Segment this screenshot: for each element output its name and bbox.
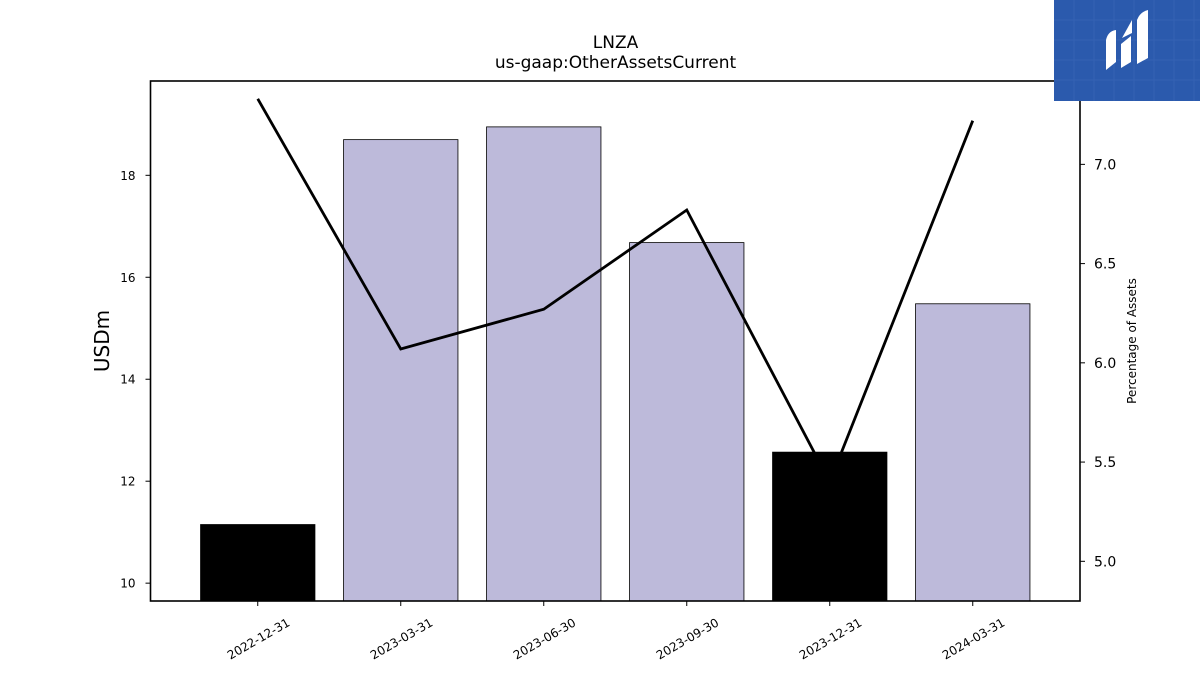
line-percentage-of-assets <box>256 98 975 486</box>
y2-tick-label: 5.0 <box>1094 554 1116 570</box>
y2-tick-label: 6.0 <box>1094 356 1116 372</box>
x-tick-label: 2023-06-30 <box>511 615 578 662</box>
x-tick-label: 2023-03-31 <box>368 615 435 662</box>
y-tick-label: 16 <box>120 271 135 285</box>
x-tick-label: 2023-09-30 <box>654 615 721 662</box>
chart-title: LNZA <box>593 33 639 53</box>
y2-tick-label: 7.0 <box>1094 157 1116 173</box>
logo <box>1054 0 1200 101</box>
bar-2024-03-31 <box>915 303 1031 602</box>
x-tick-label: 2023-12-31 <box>797 615 864 662</box>
bar-2023-09-30 <box>629 242 745 602</box>
bar-2023-12-31 <box>772 451 888 602</box>
y-tick-label: 14 <box>120 373 135 387</box>
y2-tick-label: 6.5 <box>1094 257 1116 273</box>
chart-subtitle: us-gaap:OtherAssetsCurrent <box>495 53 737 73</box>
y-axis-label: USDm <box>90 310 114 372</box>
line-series <box>256 98 975 486</box>
bar-2023-06-30 <box>486 126 602 602</box>
y-tick-label: 10 <box>120 577 135 591</box>
x-tick-label: 2022-12-31 <box>225 615 292 662</box>
x-tick-label: 2024-03-31 <box>940 615 1007 662</box>
plot-frame <box>149 80 1081 602</box>
y2-axis-label: Percentage of Assets <box>1125 278 1139 404</box>
y-tick-label: 18 <box>120 169 135 183</box>
y-tick-label: 12 <box>120 475 135 489</box>
bars <box>200 126 1031 602</box>
bar-2022-12-31 <box>200 524 316 602</box>
bar-2023-03-31 <box>343 139 459 602</box>
logo-mark-icon <box>1106 10 1148 70</box>
y2-tick-label: 5.5 <box>1094 455 1116 471</box>
